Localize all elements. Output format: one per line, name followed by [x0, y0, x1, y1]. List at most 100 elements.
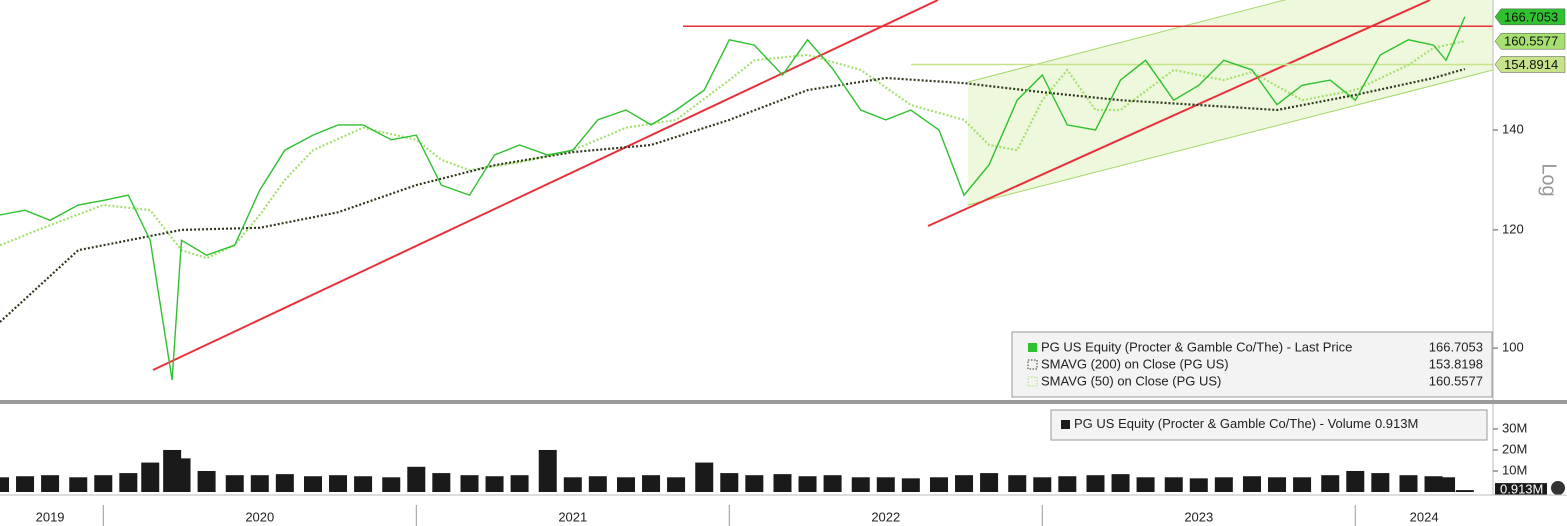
- price-tag-label: 154.8914: [1504, 57, 1558, 72]
- volume-bar: [538, 449, 557, 492]
- legend-value: 153.8198: [1429, 356, 1483, 371]
- channel: [968, 0, 1493, 205]
- volume-bar: [876, 477, 895, 492]
- volume-bar: [225, 475, 244, 492]
- volume-bar: [798, 476, 817, 492]
- volume-bar: [1164, 477, 1183, 492]
- volume-bar: [510, 475, 529, 492]
- y-tick-label: 20M: [1502, 441, 1527, 456]
- volume-legend: PG US Equity (Procter & Gamble Co/The) -…: [1050, 409, 1488, 441]
- volume-bar: [485, 476, 504, 492]
- x-tick-label: 2019: [36, 509, 65, 524]
- volume-bar: [1371, 473, 1390, 492]
- price-tag: [1494, 32, 1566, 50]
- volume-bar: [773, 474, 792, 492]
- volume-bar: [745, 475, 764, 492]
- moving-average: [0, 40, 1466, 260]
- legend-icon: [1061, 420, 1070, 429]
- legend-icon: [1027, 376, 1038, 387]
- y-tick-label: 120: [1502, 221, 1524, 236]
- volume-bar: [354, 476, 373, 492]
- volume-bar: [720, 473, 739, 492]
- volume-bar: [1268, 477, 1287, 492]
- volume-bar: [1086, 475, 1105, 492]
- panel-icon: [1551, 481, 1565, 495]
- annotations: [152, 0, 1493, 371]
- legend-value: 166.7053: [1429, 339, 1483, 354]
- volume-bar: [1242, 476, 1261, 492]
- channel-bottom: [967, 69, 1493, 206]
- volume-bar: [141, 462, 160, 492]
- x-tick-label: 2024: [1410, 509, 1439, 524]
- price-tag: [1494, 56, 1566, 73]
- legend-label: SMAVG (200) on Close (PG US): [1041, 356, 1229, 371]
- trend-line: [152, 0, 939, 371]
- volume-bar: [1058, 476, 1077, 492]
- x-tick-label: 2021: [558, 509, 587, 524]
- volume-bar: [69, 477, 88, 492]
- legend-label: PG US Equity (Procter & Gamble Co/The) -…: [1041, 339, 1352, 354]
- volume-bar: [250, 475, 269, 492]
- volume-bar: [823, 475, 842, 492]
- time-axis-band: [0, 495, 1567, 526]
- y-tick-label: 30M: [1502, 420, 1527, 435]
- volume-bar: [329, 475, 348, 492]
- volume-bar: [851, 477, 870, 492]
- trend-line: [927, 0, 1431, 227]
- volume-bar: [303, 476, 322, 492]
- volume-bar: [1214, 477, 1233, 492]
- plot: [0, 16, 1493, 381]
- volume-bar: [642, 475, 661, 492]
- volume-bar: [929, 477, 948, 492]
- volume-bar: [460, 475, 479, 492]
- legend-label: SMAVG (50) on Close (PG US): [1041, 373, 1221, 388]
- volume-bar: [901, 478, 920, 492]
- x-tick-label: 2022: [871, 509, 900, 524]
- legend: PG US Equity (Procter & Gamble Co/The) -…: [1011, 331, 1493, 398]
- volume-bar: [1189, 478, 1208, 492]
- price-tag-label: 160.5577: [1504, 34, 1558, 49]
- volume-bar: [197, 470, 216, 492]
- legend-box: [1011, 331, 1493, 398]
- volume-tag: [1495, 483, 1547, 498]
- volume-bar: [1346, 470, 1365, 492]
- volume-bar: [16, 476, 35, 492]
- volume-bar: [172, 458, 191, 492]
- volume-bar: [382, 477, 401, 492]
- legend-icon: [1028, 343, 1037, 352]
- legend-value: 0.913M: [1375, 416, 1418, 431]
- volume-bar: [1111, 474, 1130, 492]
- volume-bar: [1399, 475, 1418, 492]
- x-tick-label: 2023: [1184, 509, 1213, 524]
- volume-bar: [407, 466, 426, 492]
- volume-bar: [563, 477, 582, 492]
- x-tick-label: 2020: [245, 509, 274, 524]
- legend-box: [1050, 409, 1488, 441]
- volume-bar: [0, 477, 9, 492]
- volume-bar: [980, 473, 999, 492]
- volume-bar: [1008, 475, 1027, 492]
- volume-bar: [94, 475, 113, 492]
- volume-bar: [588, 476, 607, 492]
- volume-bar: [955, 475, 974, 492]
- volume-bar: [432, 473, 451, 492]
- volume-bar: [119, 473, 138, 492]
- volume-bar: [616, 477, 635, 492]
- volume-tag-label: 0.913M: [1500, 482, 1543, 497]
- y-tick-label: 100: [1502, 340, 1524, 355]
- price-tag-label: 166.7053: [1504, 9, 1558, 24]
- volume-bar: [1437, 477, 1456, 492]
- volume-bar: [667, 477, 686, 492]
- y-axis-label: Log: [1538, 163, 1560, 196]
- volume-bar: [41, 475, 60, 492]
- price-line: [0, 16, 1466, 381]
- volume-bar: [275, 474, 294, 492]
- volume-bar: [1293, 477, 1312, 492]
- panel-separator: [0, 400, 1567, 404]
- channel-top: [967, 0, 1287, 83]
- legend-icon: [1027, 359, 1038, 370]
- legend-name: PG US Equity (Procter & Gamble Co/The) -…: [1074, 416, 1371, 431]
- price-tag: [1494, 8, 1566, 26]
